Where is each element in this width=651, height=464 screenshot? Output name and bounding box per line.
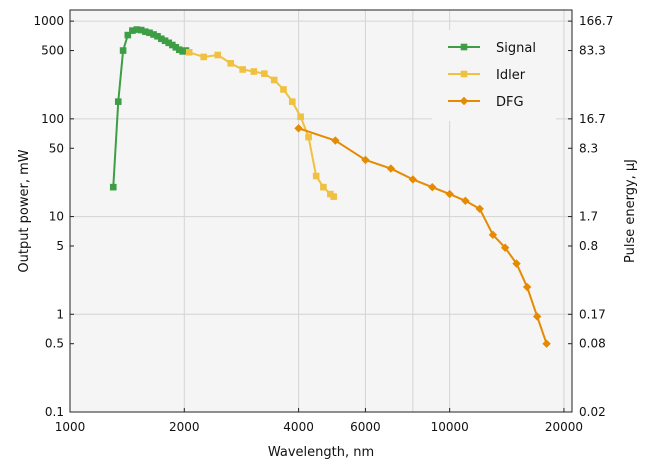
x-axis: 1000 2000 4000 6000 10000 20000 [55, 408, 583, 434]
y2-tick-label: 83.3 [579, 44, 606, 58]
series-dfg [294, 124, 551, 348]
legend-swatch-marker [460, 43, 468, 51]
data-point-signal [169, 41, 176, 49]
data-point-dfg [294, 124, 303, 133]
data-point-dfg [512, 259, 521, 268]
x-tick-label: 4000 [283, 420, 314, 434]
data-point-signal [146, 29, 153, 37]
data-point-idler [297, 113, 304, 121]
data-point-dfg [445, 189, 454, 199]
y-tick-label: 100 [41, 112, 64, 126]
y-tick-label: 50 [49, 141, 64, 155]
data-point-signal [109, 183, 117, 191]
data-point-dfg [488, 230, 498, 240]
data-point-signal [150, 31, 157, 38]
data-point-idler [288, 98, 296, 105]
x-tick-label: 6000 [350, 420, 381, 434]
legend-item-signal: Signal [448, 41, 536, 56]
data-point-signal [142, 28, 149, 35]
plot-frame [69, 9, 573, 413]
data-point-signal [114, 98, 122, 105]
series-line-idler [188, 51, 335, 198]
x-tick-label: 20000 [545, 420, 583, 434]
data-point-idler [312, 172, 320, 180]
series-idler [185, 48, 338, 200]
legend-swatch-marker [460, 70, 468, 78]
data-point-dfg [408, 175, 418, 184]
legend-box [432, 30, 556, 121]
data-point-signal [154, 32, 161, 40]
series-group [109, 26, 551, 348]
data-point-dfg [461, 196, 470, 205]
data-point-dfg [331, 136, 340, 145]
y2-tick-label: 8.3 [579, 141, 598, 155]
data-point-dfg [522, 282, 532, 292]
y-tick-label: 1000 [33, 14, 64, 28]
y2-tick-label: 0.02 [579, 405, 606, 419]
data-point-signal [165, 39, 173, 47]
y-axis-right: 166.7 83.3 16.7 8.3 1.7 0.8 0.17 0.08 0.02 [568, 14, 613, 419]
data-point-signal [161, 37, 169, 45]
data-point-signal [172, 43, 180, 51]
data-point-dfg [532, 312, 542, 321]
data-point-signal [137, 26, 145, 34]
data-point-idler [270, 76, 278, 84]
data-point-dfg [361, 155, 370, 165]
legend-swatch-marker [459, 96, 469, 106]
data-point-idler [227, 60, 234, 67]
data-point-dfg [428, 182, 437, 192]
y2-tick-label: 166.7 [579, 14, 613, 28]
y-tick-label: 1 [56, 307, 64, 321]
y-tick-label: 5 [56, 239, 64, 253]
legend-label-signal: Signal [496, 41, 536, 56]
data-point-idler [185, 48, 193, 56]
legend: Signal Idler DFG [432, 30, 556, 121]
y2-tick-label: 1.7 [579, 210, 598, 224]
y-tick-label: 500 [41, 44, 64, 58]
data-point-dfg [475, 204, 484, 214]
x-tick-label: 2000 [169, 420, 200, 434]
y-axis-label: Output power, mW [17, 149, 32, 272]
data-point-signal [175, 46, 183, 54]
legend-label-dfg: DFG [496, 95, 524, 110]
data-point-idler [330, 193, 338, 200]
data-point-idler [250, 68, 258, 75]
x-tick-label: 1000 [55, 420, 86, 434]
x-axis-label: Wavelength, nm [268, 445, 374, 460]
data-point-idler [320, 183, 327, 191]
data-point-idler [327, 190, 334, 198]
y2-tick-label: 16.7 [579, 112, 606, 126]
data-point-dfg [386, 164, 396, 173]
data-point-signal [119, 47, 127, 54]
y-tick-label: 0.1 [45, 405, 64, 419]
y2-tick-label: 0.17 [579, 307, 606, 321]
data-point-signal [158, 35, 165, 43]
data-point-idler [200, 53, 208, 61]
legend-item-idler: Idler [448, 68, 526, 83]
data-point-signal [124, 31, 132, 39]
data-point-idler [261, 70, 268, 77]
y2-axis-label: Pulse energy, µJ [623, 159, 638, 263]
data-point-dfg [542, 339, 551, 348]
y2-tick-label: 0.8 [579, 239, 598, 253]
y-tick-label: 0.5 [45, 337, 64, 351]
data-point-signal [129, 27, 136, 34]
legend-item-dfg: DFG [448, 95, 524, 110]
y-axis-left: 1000 500 100 50 10 5 1 0.5 0.1 [33, 14, 74, 419]
y-tick-label: 10 [49, 210, 64, 224]
data-point-idler [280, 86, 287, 93]
legend-label-idler: Idler [496, 68, 526, 83]
y2-tick-label: 0.08 [579, 337, 606, 351]
data-point-idler [239, 66, 246, 73]
data-point-dfg [500, 243, 510, 252]
x-tick-label: 10000 [431, 420, 469, 434]
data-point-idler [305, 133, 312, 141]
data-point-signal [133, 26, 141, 33]
data-point-idler [214, 51, 222, 59]
